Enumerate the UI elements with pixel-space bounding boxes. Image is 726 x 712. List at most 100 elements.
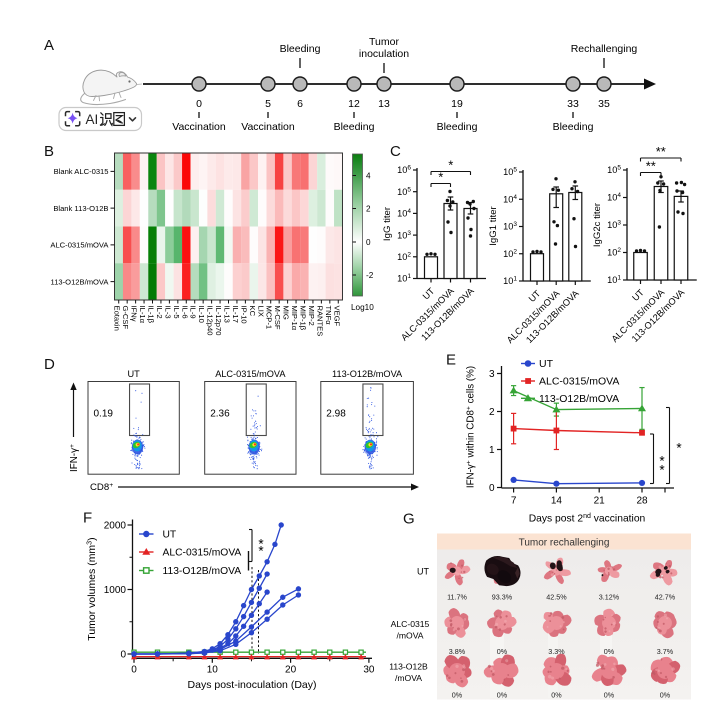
svg-text:21: 21 [594,496,606,507]
svg-text:4: 4 [366,171,371,180]
svg-text:103: 103 [503,221,517,232]
svg-text:101: 101 [397,273,411,284]
svg-text:MCP-1: MCP-1 [265,306,274,330]
svg-text:0%: 0% [551,691,562,700]
svg-text:2.98: 2.98 [326,409,346,420]
svg-text:/mOVA: /mOVA [395,673,422,683]
svg-text:3.8%: 3.8% [449,647,466,656]
svg-text:IgG2c titer: IgG2c titer [592,202,603,247]
svg-text:5: 5 [265,98,271,110]
svg-text:Days post 2nd vaccination: Days post 2nd vaccination [529,513,646,525]
svg-text:ALC-0315/mOVA: ALC-0315/mOVA [163,548,242,559]
svg-text:*: * [659,454,665,469]
svg-text:0: 0 [366,238,371,247]
svg-text:**: ** [656,144,666,159]
svg-text:ALC-0315: ALC-0315 [391,619,430,629]
svg-text:E: E [446,352,456,369]
svg-text:113-O12B/mOVA: 113-O12B/mOVA [163,566,242,577]
svg-text:11.7%: 11.7% [447,593,467,602]
svg-text:Bleeding: Bleeding [437,121,478,133]
svg-text:Blank 113-O12B: Blank 113-O12B [53,204,108,213]
svg-text:*: * [258,537,264,552]
svg-text:102: 102 [607,247,621,258]
svg-text:105: 105 [503,167,517,178]
svg-text:12: 12 [348,98,360,110]
svg-text:IL-1α: IL-1α [138,306,147,324]
svg-text:1000: 1000 [104,585,127,596]
svg-text:RANTES: RANTES [315,306,324,337]
svg-text:2000: 2000 [104,521,127,532]
svg-text:0.19: 0.19 [94,409,114,420]
svg-text:0%: 0% [604,647,615,656]
svg-text:*: * [659,463,665,478]
svg-text:C: C [390,143,401,160]
svg-text:93.3%: 93.3% [492,593,513,602]
svg-text:2: 2 [366,204,371,213]
svg-text:IFNγ: IFNγ [130,306,139,322]
svg-text:10: 10 [207,665,219,676]
svg-text:Bleeding: Bleeding [334,121,375,133]
svg-text:*: * [676,441,682,456]
svg-text:G: G [403,511,415,528]
svg-text:MIP-1α: MIP-1α [290,306,299,331]
svg-text:102: 102 [503,248,517,259]
svg-text:MIP-1β: MIP-1β [298,306,307,331]
svg-text:3.12%: 3.12% [599,593,620,602]
svg-text:28: 28 [636,496,648,507]
svg-text:0: 0 [120,650,126,661]
svg-text:106: 106 [397,165,411,176]
svg-text:IL-6: IL-6 [180,306,189,319]
svg-text:IL-17: IL-17 [231,306,240,323]
svg-text:19: 19 [451,98,463,110]
svg-text:0: 0 [196,98,202,110]
svg-text:A: A [44,37,54,54]
svg-text:103: 103 [607,220,621,231]
svg-text:TNFα: TNFα [324,306,333,326]
svg-text:0%: 0% [604,691,615,700]
svg-text:KC: KC [248,306,257,317]
svg-text:LIX: LIX [256,306,265,317]
svg-text:G-CSF: G-CSF [121,306,130,330]
svg-text:IL-12p40: IL-12p40 [206,306,215,336]
svg-text:IL-2: IL-2 [155,306,164,319]
svg-text:Eotaxin: Eotaxin [113,306,122,331]
svg-text:AI: AI [86,112,99,127]
svg-text:ALC-0315/mOVA: ALC-0315/mOVA [539,376,619,388]
svg-text:MIP-2: MIP-2 [307,306,316,326]
svg-text:D: D [44,356,55,373]
svg-text:Tumor rechallenging: Tumor rechallenging [519,538,610,549]
svg-text:ALC-0315/mOVA: ALC-0315/mOVA [50,241,109,250]
svg-text:3.3%: 3.3% [548,647,565,656]
svg-text:104: 104 [607,192,621,203]
svg-text:0%: 0% [660,691,671,700]
svg-text:1: 1 [489,445,495,456]
svg-text:MIG: MIG [282,306,291,320]
svg-text:UT: UT [539,358,554,370]
svg-text:*: * [448,158,453,173]
svg-text:inoculation: inoculation [359,48,409,60]
svg-text:0: 0 [489,483,495,494]
svg-text:Rechallenging: Rechallenging [571,43,638,55]
svg-text:Log10: Log10 [351,303,374,312]
svg-text:Vaccination: Vaccination [172,121,226,133]
svg-text:CD8+: CD8+ [90,482,113,493]
svg-text:*: * [438,170,443,185]
svg-text:105: 105 [397,186,411,197]
svg-text:113-O12B/mOVA: 113-O12B/mOVA [332,369,403,379]
svg-text:104: 104 [503,194,517,205]
svg-text:IFN-γ+ within CD8+ cells (%): IFN-γ+ within CD8+ cells (%) [466,366,477,488]
svg-text:113-O12B/mOVA: 113-O12B/mOVA [539,393,619,405]
svg-text:Blank ALC-0315: Blank ALC-0315 [54,167,109,176]
svg-text:101: 101 [503,276,517,287]
svg-text:Tumor volumes (mm3): Tumor volumes (mm3) [85,537,99,640]
svg-text:IL-9: IL-9 [189,306,198,319]
svg-text:-2: -2 [366,271,374,280]
svg-text:UT: UT [417,567,429,577]
svg-text:UT: UT [128,369,141,379]
svg-text:IL-3: IL-3 [163,306,172,319]
svg-text:42.7%: 42.7% [655,593,676,602]
svg-text:102: 102 [397,252,411,263]
svg-text:3: 3 [489,369,495,380]
svg-text:IgG1 titer: IgG1 titer [488,205,499,245]
svg-text:/mOVA: /mOVA [396,631,423,641]
